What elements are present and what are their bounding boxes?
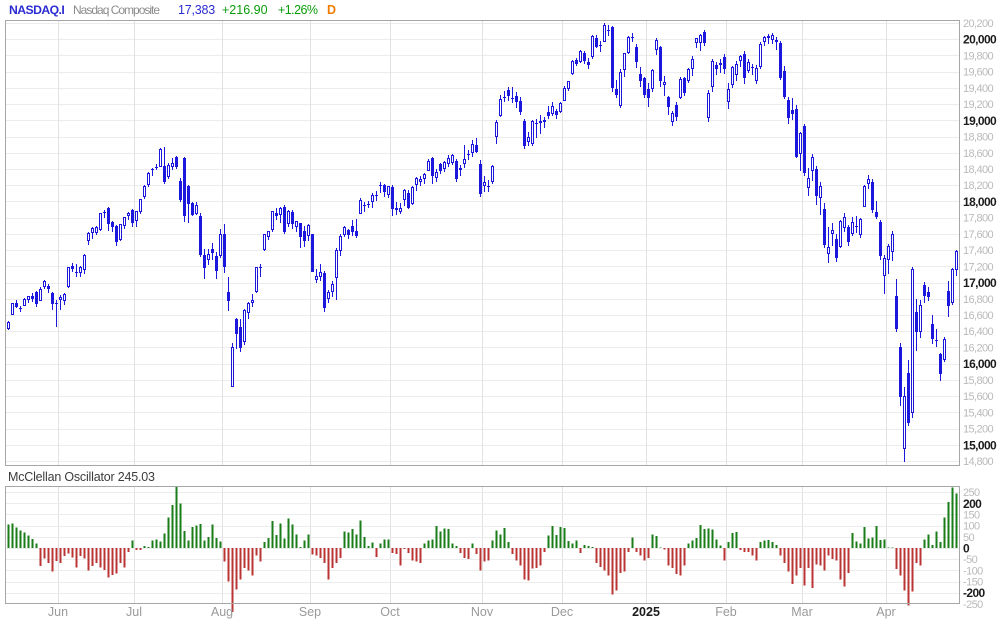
svg-text:Dec: Dec: [551, 605, 573, 619]
svg-text:17,400: 17,400: [963, 245, 994, 257]
svg-text:+216.90: +216.90: [222, 3, 268, 17]
svg-text:16,200: 16,200: [963, 342, 994, 354]
svg-text:20,000: 20,000: [963, 33, 997, 47]
svg-text:16,800: 16,800: [963, 294, 994, 306]
svg-text:D: D: [327, 3, 336, 17]
svg-text:19,800: 19,800: [963, 50, 994, 62]
svg-text:17,000: 17,000: [963, 276, 997, 290]
svg-text:NASDAQ.I: NASDAQ.I: [9, 3, 64, 17]
svg-text:15,800: 15,800: [963, 375, 994, 387]
svg-text:Nasdaq Composite: Nasdaq Composite: [73, 3, 160, 17]
svg-text:Apr: Apr: [876, 605, 895, 619]
svg-text:18,800: 18,800: [963, 132, 994, 144]
svg-text:Feb: Feb: [715, 605, 737, 619]
svg-text:19,200: 19,200: [963, 99, 994, 111]
svg-text:15,600: 15,600: [963, 391, 994, 403]
svg-text:Jun: Jun: [48, 605, 68, 619]
svg-text:16,600: 16,600: [963, 310, 994, 322]
svg-text:15,000: 15,000: [963, 438, 997, 452]
svg-text:-200: -200: [963, 586, 986, 600]
svg-text:-250: -250: [963, 599, 983, 611]
svg-text:20,200: 20,200: [963, 18, 994, 30]
svg-text:18,000: 18,000: [963, 195, 997, 209]
svg-text:50: 50: [963, 532, 975, 544]
svg-text:Sep: Sep: [299, 605, 321, 619]
svg-text:+1.26%: +1.26%: [278, 3, 318, 17]
svg-text:Mar: Mar: [791, 605, 813, 619]
svg-text:18,600: 18,600: [963, 148, 994, 160]
svg-text:Nov: Nov: [471, 605, 494, 619]
svg-text:16,000: 16,000: [963, 357, 997, 371]
svg-text:17,200: 17,200: [963, 261, 994, 273]
svg-text:100: 100: [963, 521, 980, 533]
svg-text:2025: 2025: [632, 605, 660, 619]
svg-text:Oct: Oct: [380, 605, 400, 619]
svg-text:19,600: 19,600: [963, 67, 994, 79]
svg-text:15,200: 15,200: [963, 424, 994, 436]
svg-text:-100: -100: [963, 565, 983, 577]
svg-text:-50: -50: [963, 554, 978, 566]
svg-text:17,800: 17,800: [963, 213, 994, 225]
svg-text:150: 150: [963, 510, 980, 522]
svg-text:17,383: 17,383: [178, 3, 215, 17]
svg-text:200: 200: [963, 497, 982, 511]
svg-text:250: 250: [963, 487, 980, 499]
svg-text:15,400: 15,400: [963, 407, 994, 419]
svg-text:19,000: 19,000: [963, 114, 997, 128]
svg-text:-150: -150: [963, 577, 983, 589]
svg-text:McClellan Oscillator 245.03: McClellan Oscillator 245.03: [8, 470, 155, 484]
svg-text:0: 0: [963, 542, 970, 556]
svg-text:14,800: 14,800: [963, 456, 994, 468]
svg-text:16,400: 16,400: [963, 326, 994, 338]
svg-text:18,400: 18,400: [963, 164, 994, 176]
svg-text:18,200: 18,200: [963, 180, 994, 192]
svg-text:17,600: 17,600: [963, 229, 994, 241]
svg-text:Aug: Aug: [211, 605, 233, 619]
svg-text:19,400: 19,400: [963, 83, 994, 95]
svg-text:Jul: Jul: [126, 605, 142, 619]
